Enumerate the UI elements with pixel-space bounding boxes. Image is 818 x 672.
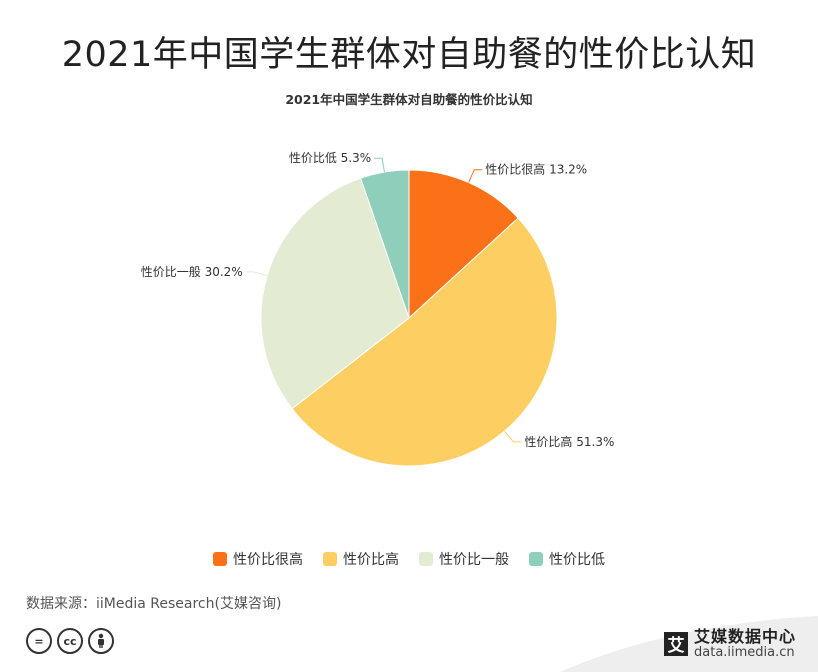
label-leader-line <box>374 157 385 173</box>
pie-slice[interactable] <box>260 177 410 410</box>
legend-swatch <box>323 552 337 566</box>
legend-label: 性价比高 <box>343 552 399 568</box>
legend-swatch <box>213 552 227 566</box>
legend-swatch <box>529 552 543 566</box>
label-leader-line <box>468 169 483 183</box>
brand: 艾 艾媒数据中心 data.iimedia.cn <box>664 628 796 660</box>
license-icons: = cc <box>26 628 114 654</box>
label-leader-line <box>245 271 268 277</box>
chart-title: 2021年中国学生群体对自助餐的性价比认知 <box>285 92 533 107</box>
page-title: 2021年中国学生群体对自助餐的性价比认知 <box>61 35 757 75</box>
legend: 性价比很高 性价比高 性价比一般 性价比低 <box>0 549 818 569</box>
legend-item[interactable]: 性价比一般 <box>419 549 509 569</box>
pie-slice[interactable] <box>359 169 410 319</box>
cc-equal-icon: = <box>26 628 52 654</box>
brand-url: data.iimedia.cn <box>694 644 795 660</box>
cc-icon: cc <box>57 628 83 654</box>
legend-item[interactable]: 性价比很高 <box>213 549 303 569</box>
legend-item[interactable]: 性价比高 <box>323 549 399 569</box>
iimedia-logo: 艾 <box>664 631 688 656</box>
brand-decoration <box>560 616 818 672</box>
pie-slice[interactable] <box>408 169 519 320</box>
legend-label: 性价比一般 <box>439 552 509 568</box>
slice-label: 性价比高 51.3% <box>524 434 614 449</box>
brand-name: 艾媒数据中心 <box>694 627 797 646</box>
label-leader-line <box>504 430 522 443</box>
slice-label: 性价比一般 30.2% <box>141 264 243 279</box>
cc-by-person-icon <box>88 628 114 654</box>
slice-label: 性价比很高 13.2% <box>485 162 587 177</box>
legend-label: 性价比低 <box>549 552 605 568</box>
slice-label: 性价比低 5.3% <box>289 151 371 165</box>
legend-item[interactable]: 性价比低 <box>529 549 605 569</box>
data-source: 数据来源：iiMedia Research(艾媒咨询) <box>26 596 282 612</box>
legend-swatch <box>419 552 433 566</box>
legend-label: 性价比很高 <box>233 552 303 568</box>
